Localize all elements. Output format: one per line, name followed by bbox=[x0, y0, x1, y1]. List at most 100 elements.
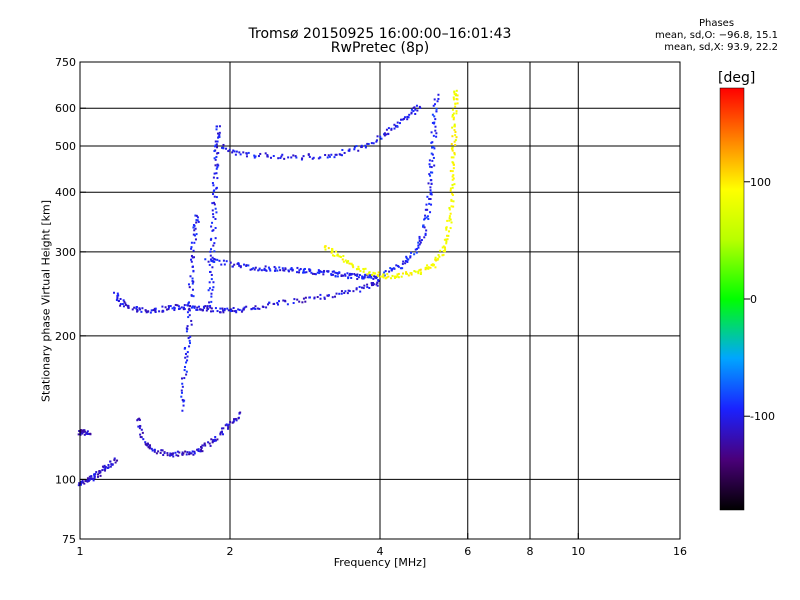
data-point bbox=[180, 395, 183, 398]
data-point bbox=[122, 299, 125, 302]
data-point bbox=[194, 214, 197, 217]
data-point bbox=[190, 323, 193, 326]
data-point bbox=[357, 149, 360, 152]
data-point bbox=[93, 477, 96, 480]
data-point bbox=[166, 452, 169, 455]
x-tick-label: 2 bbox=[227, 545, 234, 558]
data-point bbox=[319, 297, 322, 300]
data-point bbox=[409, 255, 412, 258]
data-point bbox=[204, 258, 207, 261]
data-point bbox=[181, 385, 184, 388]
data-point bbox=[393, 127, 396, 130]
data-point bbox=[397, 265, 400, 268]
data-point bbox=[372, 283, 375, 286]
data-point bbox=[309, 269, 312, 272]
data-point bbox=[89, 432, 92, 435]
data-point bbox=[245, 152, 248, 155]
data-point bbox=[185, 327, 188, 330]
data-point bbox=[420, 239, 423, 242]
data-point bbox=[151, 449, 154, 452]
data-point bbox=[169, 305, 172, 308]
data-point bbox=[334, 295, 337, 298]
data-point bbox=[429, 266, 432, 269]
data-point bbox=[98, 471, 101, 474]
data-point bbox=[311, 272, 314, 275]
data-point bbox=[119, 303, 122, 306]
data-point bbox=[99, 471, 102, 474]
data-point bbox=[223, 307, 226, 310]
data-point bbox=[212, 439, 215, 442]
data-point bbox=[265, 306, 268, 309]
data-point bbox=[215, 186, 218, 189]
data-point bbox=[211, 209, 214, 212]
data-point bbox=[193, 229, 196, 232]
data-point bbox=[451, 175, 454, 178]
phases-x-mode: mean, sd,X: 93.9, 22.2 bbox=[664, 42, 778, 53]
data-point bbox=[453, 90, 456, 93]
data-point bbox=[348, 148, 351, 151]
data-point bbox=[258, 307, 261, 310]
data-point bbox=[250, 307, 253, 310]
data-point bbox=[418, 239, 421, 242]
data-point bbox=[396, 274, 399, 277]
colorbar-unit: [deg] bbox=[718, 70, 756, 86]
data-point bbox=[453, 183, 456, 186]
data-point bbox=[433, 115, 436, 118]
data-point bbox=[234, 309, 237, 312]
data-point bbox=[364, 146, 367, 149]
data-point bbox=[82, 429, 85, 432]
data-point bbox=[229, 310, 232, 313]
data-point bbox=[173, 309, 176, 312]
data-point bbox=[195, 221, 198, 224]
data-point bbox=[426, 195, 429, 198]
data-point bbox=[97, 473, 100, 476]
data-point bbox=[432, 134, 435, 137]
data-point bbox=[162, 453, 165, 456]
data-point bbox=[398, 122, 401, 125]
data-point bbox=[434, 118, 437, 121]
data-point bbox=[226, 424, 229, 427]
data-point bbox=[357, 265, 360, 268]
data-point bbox=[222, 433, 225, 436]
data-point bbox=[453, 93, 456, 96]
data-point bbox=[78, 482, 81, 485]
data-point bbox=[234, 417, 237, 420]
data-point bbox=[373, 272, 376, 275]
data-point bbox=[272, 155, 275, 158]
data-point bbox=[410, 273, 413, 276]
data-point bbox=[188, 339, 191, 342]
data-point bbox=[342, 260, 345, 263]
data-point bbox=[427, 182, 430, 185]
data-point bbox=[437, 93, 440, 96]
data-point bbox=[390, 277, 393, 280]
data-point bbox=[347, 149, 350, 152]
data-point bbox=[235, 150, 238, 153]
data-point bbox=[187, 302, 190, 305]
data-point bbox=[216, 125, 219, 128]
data-point bbox=[370, 274, 373, 277]
data-point bbox=[318, 272, 321, 275]
data-point bbox=[257, 269, 260, 272]
data-point bbox=[253, 154, 256, 157]
data-point bbox=[429, 193, 432, 196]
data-point bbox=[331, 248, 334, 251]
data-point bbox=[131, 308, 134, 311]
data-point bbox=[298, 300, 301, 303]
data-point bbox=[183, 308, 186, 311]
data-point bbox=[153, 450, 156, 453]
data-point bbox=[351, 264, 354, 267]
data-point bbox=[352, 290, 355, 293]
data-point bbox=[364, 267, 367, 270]
data-point bbox=[338, 271, 341, 274]
data-point bbox=[213, 242, 216, 245]
data-point bbox=[399, 267, 402, 270]
data-point bbox=[193, 256, 196, 259]
data-point bbox=[187, 337, 190, 340]
data-point bbox=[404, 262, 407, 265]
data-point bbox=[101, 469, 104, 472]
data-point bbox=[414, 108, 417, 111]
data-point bbox=[292, 154, 295, 157]
data-point bbox=[444, 238, 447, 241]
data-point bbox=[430, 203, 433, 206]
data-point bbox=[451, 192, 454, 195]
